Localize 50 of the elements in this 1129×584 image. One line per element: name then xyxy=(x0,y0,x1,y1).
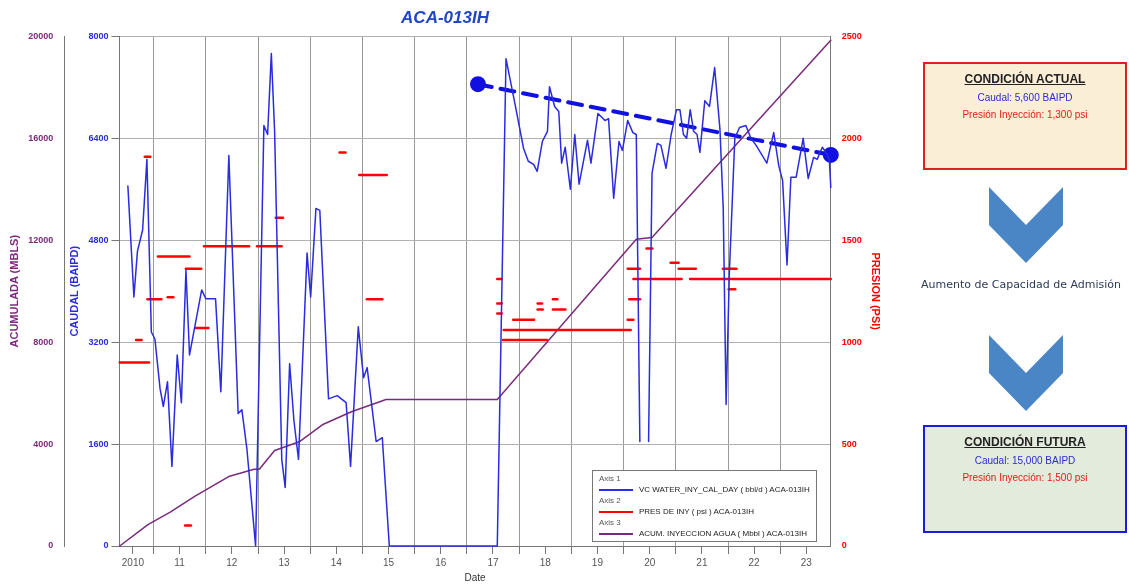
text: Aumento de Capacidad de Admisión xyxy=(920,277,1122,293)
chart-title: ACA-013IH xyxy=(400,7,490,27)
annotation: Axis 2 xyxy=(598,495,622,506)
x-tick-label: 22 xyxy=(748,556,761,568)
y3-axis-title: ACUMULADA (MBLS) xyxy=(7,234,20,348)
text: Presión Inyección: 1,300 psi xyxy=(961,109,1089,120)
y-tick-label: 8000 xyxy=(88,30,109,41)
y3-tick-label: 0 xyxy=(48,540,54,551)
legend-label: PRES DE INY ( psi ) ACA-013IH xyxy=(638,506,754,517)
x-tick-label: 21 xyxy=(696,556,708,568)
y-tick-label: 3200 xyxy=(88,336,109,347)
y3-tick-label: 12000 xyxy=(28,234,54,245)
text: Presión Inyección: 1,500 psi xyxy=(961,472,1089,483)
text: CONDICIÓN FUTURA xyxy=(963,435,1087,449)
x-tick-label: 13 xyxy=(278,556,291,568)
legend-label: ACUM. INYECCION AGUA ( Mbbl ) ACA-013IH xyxy=(638,528,807,539)
y2-axis-title: PRESION (PSI) xyxy=(870,252,883,331)
x-tick-label: 20 xyxy=(644,556,656,568)
y-tick-label: 4800 xyxy=(88,234,109,245)
y2-tick-label: 2000 xyxy=(841,132,862,143)
y3-tick-label: 16000 xyxy=(28,132,54,143)
y3-tick-label: 4000 xyxy=(33,438,54,449)
text: Caudal: 15,000 BAIPD xyxy=(973,455,1077,466)
y-tick-label: 6400 xyxy=(88,132,109,143)
x-tick-label: 16 xyxy=(435,556,447,568)
x-tick-label: 23 xyxy=(800,556,813,568)
text: CONDICIÓN ACTUAL xyxy=(963,72,1087,86)
x-axis-title: Date xyxy=(464,571,487,583)
x-tick-label: 19 xyxy=(591,556,604,568)
y2-tick-label: 1000 xyxy=(841,336,862,347)
legend-label: VC WATER_INY_CAL_DAY ( bbl/d ) ACA-013IH xyxy=(638,484,810,495)
y2-tick-label: 1500 xyxy=(841,234,862,245)
annotation: Axis 1 xyxy=(598,473,622,484)
y3-tick-label: 20000 xyxy=(28,30,54,41)
y2-tick-label: 2500 xyxy=(841,30,862,41)
x-tick-label: 2010 xyxy=(121,556,145,568)
x-tick-label: 14 xyxy=(330,556,343,568)
y3-tick-label: 8000 xyxy=(33,336,54,347)
x-tick-label: 11 xyxy=(174,556,186,568)
y2-tick-label: 0 xyxy=(841,540,847,551)
y-tick-label: 1600 xyxy=(88,438,109,449)
text: Caudal: 5,600 BAIPD xyxy=(976,92,1074,103)
x-tick-label: 18 xyxy=(539,556,552,568)
y-axis-title: CAUDAL (BAIPD) xyxy=(67,245,80,337)
y-tick-label: 0 xyxy=(103,540,109,551)
x-tick-label: 17 xyxy=(487,556,499,568)
y2-tick-label: 500 xyxy=(841,438,857,449)
x-tick-label: 15 xyxy=(382,556,395,568)
x-tick-label: 12 xyxy=(226,556,238,568)
annotation: Axis 3 xyxy=(598,517,622,528)
